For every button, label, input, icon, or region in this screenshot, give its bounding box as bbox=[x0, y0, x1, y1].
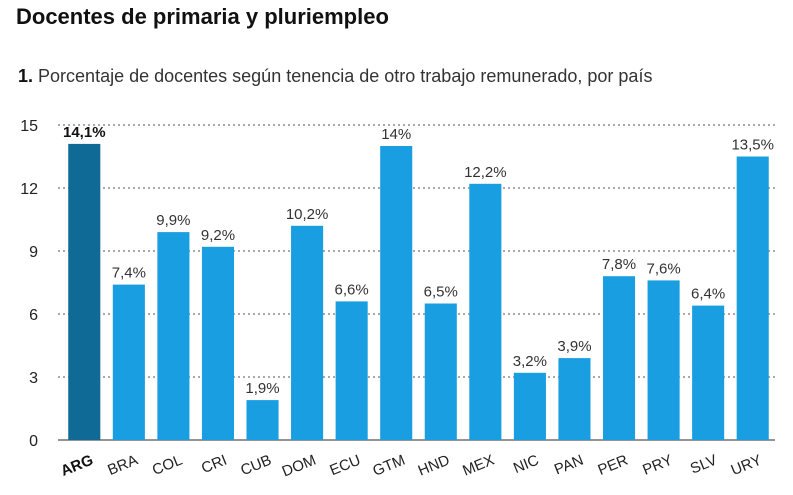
bar-dom bbox=[291, 225, 324, 440]
value-label-cri: 9,2% bbox=[201, 227, 235, 244]
category-label-arg: ARG bbox=[58, 452, 95, 480]
value-label-hnd: 6,5% bbox=[424, 284, 458, 301]
category-label-pan: PAN bbox=[552, 452, 586, 479]
value-label-per: 7,8% bbox=[602, 256, 636, 273]
value-label-bra: 7,4% bbox=[112, 265, 146, 282]
bar-slv bbox=[692, 305, 725, 440]
bar-ury bbox=[736, 156, 769, 440]
bar-gtm bbox=[380, 146, 413, 440]
value-label-slv: 6,4% bbox=[691, 286, 725, 303]
bar-cub bbox=[246, 400, 279, 440]
y-tick-label: 6 bbox=[29, 307, 38, 324]
value-label-gtm: 14% bbox=[381, 126, 411, 143]
value-label-dom: 10,2% bbox=[286, 206, 329, 223]
subtitle-number: 1. bbox=[18, 66, 34, 86]
value-label-mex: 12,2% bbox=[464, 164, 507, 181]
chart-title: Docentes de primaria y pluriempleo bbox=[16, 4, 389, 29]
category-label-pry: PRY bbox=[640, 452, 675, 479]
value-label-col: 9,9% bbox=[156, 212, 190, 229]
category-label-nic: NIC bbox=[511, 452, 541, 478]
bar-cri bbox=[201, 246, 235, 440]
category-label-cri: CRI bbox=[199, 452, 229, 477]
bar-mex bbox=[469, 183, 502, 441]
y-axis-ticks: 0 3 6 9 12 15 bbox=[20, 118, 38, 450]
y-tick-label: 9 bbox=[29, 244, 38, 261]
category-label-dom: DOM bbox=[280, 452, 319, 481]
x-axis-labels: ARG BRA COL CRI CUB DOM ECU GTM HND MEX NIC PAN PER P… bbox=[58, 452, 764, 481]
value-label-cub: 1,9% bbox=[245, 380, 279, 397]
bar-per bbox=[602, 276, 636, 440]
value-labels: 14,1% 7,4% 9,9% 9,2% 1,9% 10,2% 6,6% 14% 6,5% 12,… bbox=[63, 124, 774, 397]
category-label-col: COL bbox=[150, 452, 185, 479]
y-tick-label: 0 bbox=[29, 433, 38, 450]
value-label-ecu: 6,6% bbox=[335, 281, 369, 298]
category-label-ury: URY bbox=[729, 452, 764, 480]
category-label-hnd: HND bbox=[416, 452, 453, 480]
value-label-pry: 7,6% bbox=[646, 260, 680, 277]
chart-subtitle: 1. Porcentaje de docentes según tenencia… bbox=[18, 66, 652, 87]
bar-bra bbox=[112, 284, 145, 440]
category-label-gtm: GTM bbox=[370, 452, 407, 480]
value-label-ury: 13,5% bbox=[731, 137, 774, 154]
bar-arg bbox=[68, 143, 101, 440]
subtitle-text: Porcentaje de docentes según tenencia de… bbox=[38, 66, 653, 86]
y-tick-label: 15 bbox=[20, 118, 38, 135]
bar-nic bbox=[513, 372, 546, 440]
category-label-bra: BRA bbox=[105, 452, 140, 479]
value-label-arg: 14,1% bbox=[63, 124, 106, 141]
bar-ecu bbox=[335, 301, 368, 440]
bar-hnd bbox=[424, 303, 457, 440]
value-label-pan: 3,9% bbox=[557, 338, 591, 355]
bars bbox=[68, 143, 769, 441]
bar-col bbox=[157, 232, 190, 440]
category-label-mex: MEX bbox=[460, 452, 497, 480]
y-tick-label: 12 bbox=[20, 181, 38, 198]
category-label-cub: CUB bbox=[238, 452, 274, 480]
bar-pan bbox=[558, 358, 591, 440]
value-label-nic: 3,2% bbox=[513, 353, 547, 370]
category-label-slv: SLV bbox=[688, 452, 720, 478]
category-label-per: PER bbox=[595, 452, 630, 479]
y-tick-label: 3 bbox=[29, 370, 38, 387]
category-label-ecu: ECU bbox=[327, 452, 363, 480]
bar-pry bbox=[647, 280, 680, 440]
